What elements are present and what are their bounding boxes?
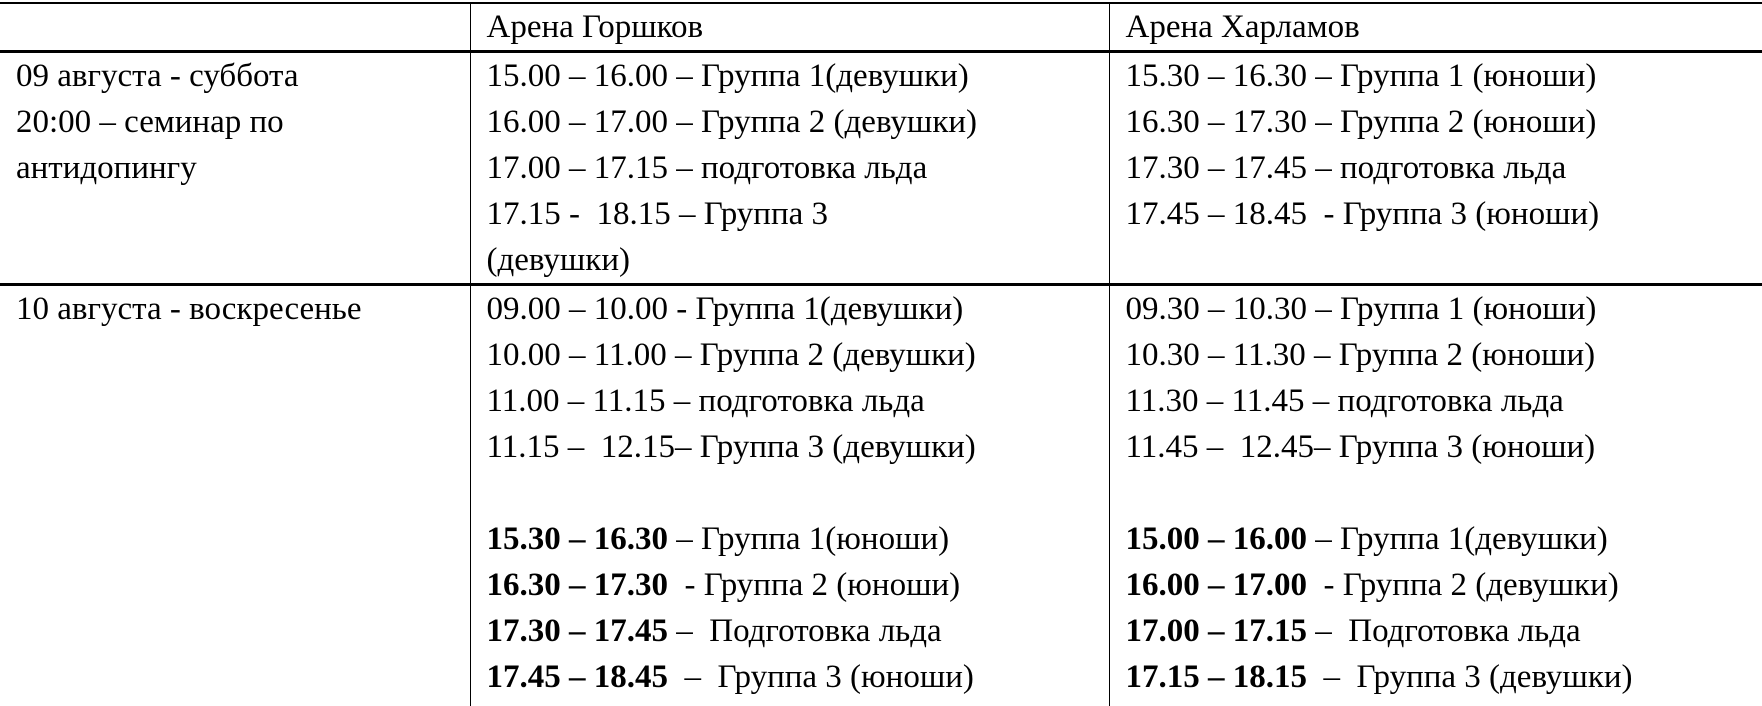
gorshkov-cell: 09.00 – 10.00 - Группа 1(девушки) 10.00 … — [470, 285, 1109, 706]
schedule-entry: 11.30 – 11.45 – подготовка льда — [1126, 378, 1762, 424]
kharlamov-cell: 09.30 – 10.30 – Группа 1 (юноши) 10.30 –… — [1109, 285, 1762, 706]
header-empty — [0, 3, 470, 52]
entry-text: - Группа 2 (девушки) — [1307, 567, 1619, 603]
schedule-entry: 15.00 – 16.00 – Группа 1(девушки) — [487, 53, 1109, 99]
entry-text: – Группа 3 (юноши) — [668, 659, 974, 695]
schedule-entry: 09.00 – 10.00 - Группа 1(девушки) — [487, 286, 1109, 332]
schedule-entry: 16.30 – 17.30 – Группа 2 (юноши) — [1126, 99, 1762, 145]
schedule-entry: 17.00 – 17.15 – Подготовка льда — [1126, 608, 1762, 654]
schedule-entry: 10.00 – 11.00 – Группа 2 (девушки) — [487, 332, 1109, 378]
header-arena-kharlamov: Арена Харламов — [1109, 3, 1762, 52]
schedule-entry: (девушки) — [487, 237, 1109, 283]
entry-time: 15.30 – 16.30 — [487, 521, 669, 557]
schedule-entry: 11.15 – 12.15– Группа 3 (девушки) — [487, 424, 1109, 470]
gorshkov-cell: 15.00 – 16.00 – Группа 1(девушки) 16.00 … — [470, 52, 1109, 285]
schedule-entry: 17.45 – 18.45 - Группа 3 (юноши) — [1126, 191, 1762, 237]
schedule-entry: 17.15 – 18.15 – Группа 3 (девушки) — [1126, 654, 1762, 700]
schedule-entry: 17.30 – 17.45 – Подготовка льда — [487, 608, 1109, 654]
day-cell: 10 августа - воскресенье — [0, 285, 470, 706]
entry-text: – Группа 1(юноши) — [668, 521, 949, 557]
schedule-entry: 17.00 – 17.15 – подготовка льда — [487, 145, 1109, 191]
entry-time: 17.00 – 17.15 — [1126, 613, 1308, 649]
schedule-entry: 11.45 – 12.45– Группа 3 (юноши) — [1126, 424, 1762, 470]
schedule-entry: 15.30 – 16.30 – Группа 1 (юноши) — [1126, 53, 1762, 99]
kharlamov-cell: 15.30 – 16.30 – Группа 1 (юноши) 16.30 –… — [1109, 52, 1762, 285]
entry-text: – Группа 1(девушки) — [1307, 521, 1608, 557]
entry-time: 17.30 – 17.45 — [487, 613, 669, 649]
day-label: 09 августа - суббота — [16, 53, 470, 99]
schedule-entry: 17.45 – 18.45 – Группа 3 (юноши) — [487, 654, 1109, 700]
header-arena-gorshkov: Арена Горшков — [470, 3, 1109, 52]
schedule-entry: 16.30 – 17.30 - Группа 2 (юноши) — [487, 562, 1109, 608]
day-label: 10 августа - воскресенье — [16, 286, 470, 332]
schedule-entry: 17.30 – 17.45 – подготовка льда — [1126, 145, 1762, 191]
day-cell: 09 августа - суббота 20:00 – семинар по … — [0, 52, 470, 285]
header-row: Арена Горшков Арена Харламов — [0, 3, 1762, 52]
schedule-entry: 17.15 - 18.15 – Группа 3 — [487, 191, 1109, 237]
day-note: 20:00 – семинар по — [16, 99, 470, 145]
schedule-entry: 10.30 – 11.30 – Группа 2 (юноши) — [1126, 332, 1762, 378]
entry-text: – Группа 3 (девушки) — [1307, 659, 1633, 695]
entry-text: – Подготовка льда — [668, 613, 942, 649]
entry-text: - Группа 2 (юноши) — [668, 567, 960, 603]
schedule-entry: 11.00 – 11.15 – подготовка льда — [487, 378, 1109, 424]
schedule-entry: 09.30 – 10.30 – Группа 1 (юноши) — [1126, 286, 1762, 332]
entry-time: 15.00 – 16.00 — [1126, 521, 1308, 557]
entry-time: 17.45 – 18.45 — [487, 659, 669, 695]
entry-time: 16.00 – 17.00 — [1126, 567, 1308, 603]
day-note: антидопингу — [16, 145, 470, 191]
entry-time: 17.15 – 18.15 — [1126, 659, 1308, 695]
entry-text: – Подготовка льда — [1307, 613, 1581, 649]
spacer — [1126, 470, 1762, 516]
table-row: 10 августа - воскресенье 09.00 – 10.00 -… — [0, 285, 1762, 706]
spacer — [487, 470, 1109, 516]
schedule-entry: 15.00 – 16.00 – Группа 1(девушки) — [1126, 516, 1762, 562]
schedule-entry: 16.00 – 17.00 - Группа 2 (девушки) — [1126, 562, 1762, 608]
schedule-entry: 15.30 – 16.30 – Группа 1(юноши) — [487, 516, 1109, 562]
entry-time: 16.30 – 17.30 — [487, 567, 669, 603]
table-row: 09 августа - суббота 20:00 – семинар по … — [0, 52, 1762, 285]
schedule-entry: 16.00 – 17.00 – Группа 2 (девушки) — [487, 99, 1109, 145]
